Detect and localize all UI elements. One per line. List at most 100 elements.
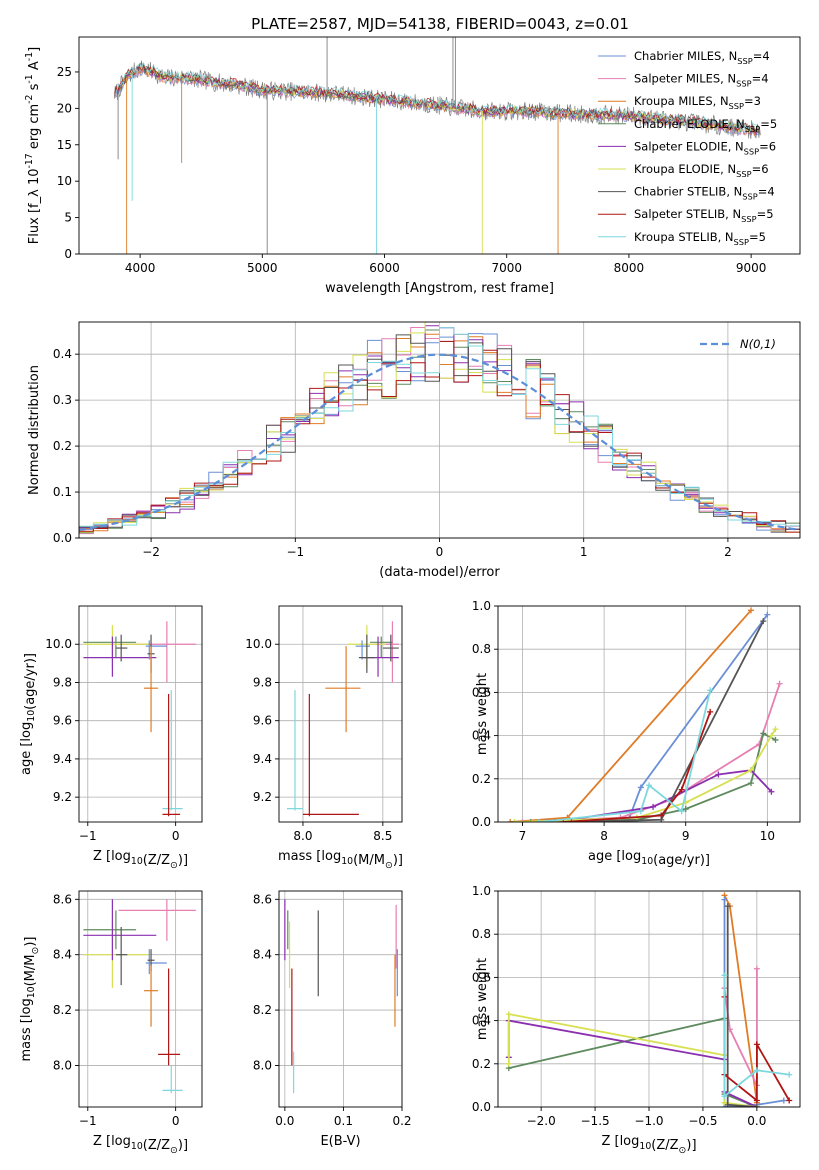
x-tick-label: 6000 — [369, 261, 400, 275]
plus-marker — [753, 1097, 760, 1104]
x-tick-label: 8.0 — [293, 829, 312, 843]
y-tick-label: 9.8 — [253, 675, 272, 689]
y-tick-label: 10 — [57, 174, 72, 188]
plus-marker — [707, 687, 714, 694]
y-tick-label: 0.2 — [472, 1057, 491, 1071]
normal-reference-curve — [79, 353, 798, 531]
plus-marker — [768, 788, 775, 795]
plus-marker — [707, 708, 714, 715]
y-tick-label: 8.4 — [253, 948, 272, 962]
plus-marker — [721, 896, 728, 903]
plus-marker — [772, 736, 779, 743]
errorbar-point-1 — [83, 636, 137, 658]
y-tick-label: 9.2 — [253, 790, 272, 804]
plus-marker — [637, 784, 644, 791]
errorbar-point-5 — [355, 640, 371, 660]
axes-frame — [497, 890, 801, 1108]
errorbar-point-7 — [144, 965, 159, 1027]
y-tick-label: 0.4 — [53, 347, 72, 361]
plus-marker — [505, 1060, 512, 1067]
legend-label: Chabrier MILES, NSSP​=4 — [634, 49, 770, 66]
y-tick-label: 8.6 — [253, 892, 272, 906]
chart-mass_vs_Z: −1 0 8.0 8.2 8.4 8.6 Z [log10(Z/Z⊙​)] mass [log… — [19, 890, 203, 1156]
x-tick-label: 8000 — [614, 261, 645, 275]
legend-label: Kroupa MILES, NSSP​=3 — [634, 94, 761, 111]
y-tick-label: 8.4 — [53, 948, 72, 962]
y-tick-label: 0.0 — [472, 1100, 491, 1114]
plus-marker — [780, 1097, 787, 1104]
legend-label: Kroupa STELIB, NSSP​=5 — [634, 230, 766, 247]
y-tick-label: 9.4 — [53, 752, 72, 766]
y-tick-label: 0.4 — [472, 729, 491, 743]
plus-marker — [678, 808, 685, 815]
chart-spectrum: 4000 5000 6000 7000 8000 9000 0 5 10 15 20 25 wavele… — [24, 36, 801, 296]
y-tick-label: 0.8 — [472, 642, 491, 656]
plus-marker — [753, 1067, 760, 1074]
plot-area — [79, 322, 800, 535]
plus-marker — [721, 1099, 728, 1106]
y-tick-label: 8.0 — [53, 1058, 72, 1072]
y-tick-label: 0.0 — [472, 815, 491, 829]
y-axis-label: mass weight — [475, 958, 490, 1040]
axes-frame — [78, 36, 801, 255]
errorbar-point-6 — [358, 634, 375, 673]
x-tick-label: 7000 — [491, 261, 522, 275]
legend: Chabrier MILES, NSSP​=4 Salpeter MILES, N… — [598, 49, 777, 247]
errorbar-point-7 — [325, 646, 361, 733]
plus-marker — [721, 972, 728, 979]
x-axis-label: (data-model)/error — [379, 565, 500, 580]
x-tick-label: −1 — [79, 1114, 97, 1128]
errorbar-point-8 — [162, 690, 183, 811]
plot-area — [507, 607, 783, 822]
y-tick-label: 9.2 — [53, 790, 72, 804]
plus-marker — [764, 611, 771, 618]
plus-marker — [519, 819, 526, 822]
errorbar-point-9 — [162, 1065, 183, 1094]
chart-residuals: −2 −1 0 1 2 0.0 0.1 0.2 0.3 0.4 (data-model)/error… — [27, 321, 801, 580]
errorbar-point-5 — [145, 640, 167, 660]
plus-marker — [535, 819, 542, 822]
errorbar-point-4 — [382, 634, 399, 662]
axes-frame — [497, 605, 801, 823]
x-tick-label: −1.5 — [581, 1114, 610, 1128]
plus-marker — [682, 806, 689, 813]
plot-area — [83, 899, 196, 1094]
chart-age_vs_mass: 8.0 8.5 9.2 9.4 9.6 9.8 10.0 mass [log10(M/M⊙​)… — [245, 605, 403, 871]
y-tick-label: 9.4 — [253, 752, 272, 766]
errorbar-point-9 — [162, 693, 181, 817]
plus-marker — [748, 607, 755, 614]
y-tick-label: 20 — [57, 101, 72, 115]
plot-area — [114, 37, 761, 254]
y-tick-label: 0 — [64, 247, 72, 261]
plus-marker — [786, 1071, 793, 1078]
y-axis-label: age [log10(age/yr)] — [19, 653, 38, 775]
errorbar-point-8 — [158, 968, 181, 1066]
legend-label: Kroupa ELODIE, NSSP​=6 — [634, 162, 769, 179]
chart-mass_vs_EBV: 0.0 0.1 0.2 8.0 8.2 8.4 8.6 E(B-V) — [253, 890, 412, 1149]
x-tick-label: 9000 — [736, 261, 767, 275]
y-tick-label: 1.0 — [472, 599, 491, 613]
plot-area — [83, 621, 196, 817]
chart-age_vs_Z: −1 0 9.2 9.4 9.6 9.8 10.0 Z [log10(Z/Z⊙​)] age [… — [19, 605, 203, 871]
y-tick-label: 0.6 — [472, 970, 491, 984]
y-tick-label: 9.8 — [53, 675, 72, 689]
plus-marker — [724, 903, 731, 910]
x-tick-label: −1.0 — [634, 1114, 663, 1128]
plus-marker — [721, 1093, 728, 1100]
errorbar-point-5 — [145, 949, 167, 975]
x-tick-label: 1 — [580, 545, 588, 559]
y-tick-label: 9.6 — [253, 714, 272, 728]
x-tick-label: 0.1 — [334, 1114, 353, 1128]
axes-frame — [278, 605, 403, 823]
y-tick-label: 0.1 — [53, 485, 72, 499]
x-tick-label: 7 — [519, 829, 527, 843]
plus-marker — [505, 1011, 512, 1018]
plus-marker — [646, 782, 652, 789]
plus-marker — [637, 808, 644, 815]
x-axis-label: Z [log10(Z/Z⊙​)] — [601, 1134, 696, 1156]
histogram-8 — [79, 327, 800, 527]
x-tick-label: −1 — [286, 545, 304, 559]
y-tick-label: 0.2 — [472, 772, 491, 786]
x-axis-label: age [log10(age/yr)] — [588, 849, 710, 868]
y-tick-label: 10.0 — [45, 637, 72, 651]
